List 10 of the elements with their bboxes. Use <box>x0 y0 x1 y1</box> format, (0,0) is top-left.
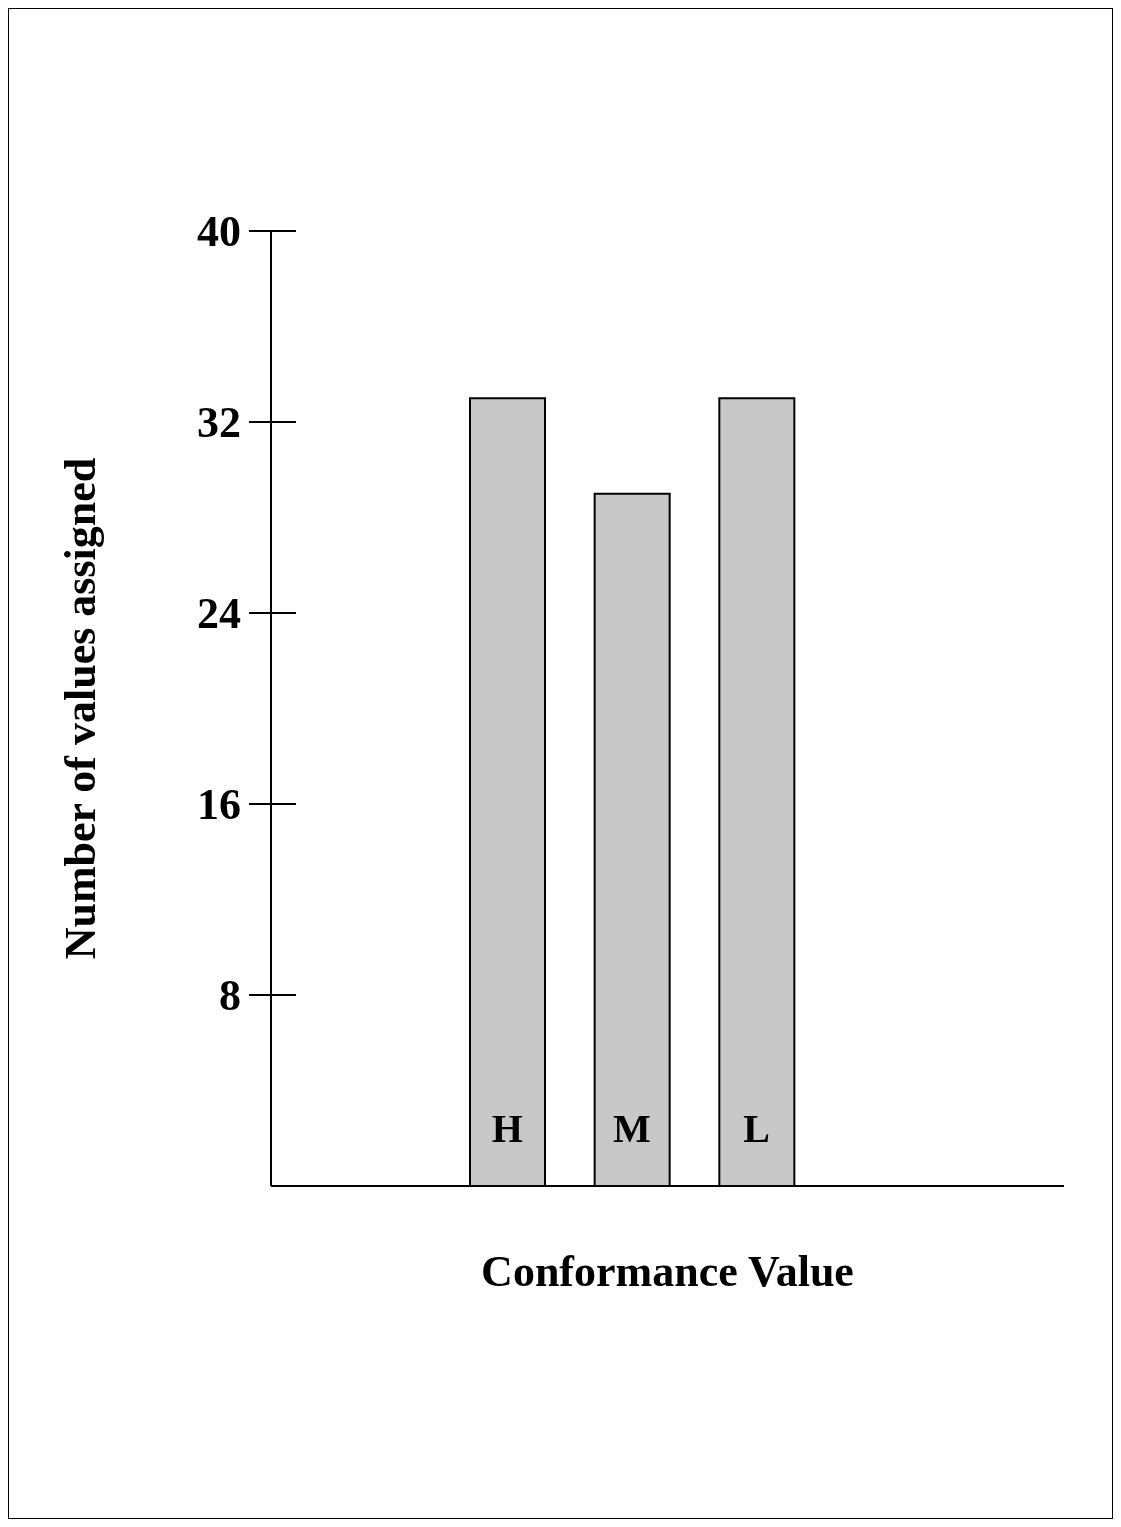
y-tick-label: 16 <box>197 779 241 829</box>
y-tick-label: 40 <box>197 206 241 256</box>
y-axis-title: Number of values assigned <box>55 457 105 960</box>
x-tick-label: H <box>491 1105 523 1151</box>
x-tick-label: M <box>613 1105 651 1151</box>
y-tick-label: 32 <box>197 397 241 447</box>
x-axis-title: Conformance Value <box>481 1247 854 1296</box>
y-tick-label: 24 <box>197 588 241 638</box>
y-tick-label: 8 <box>219 970 241 1020</box>
x-tick-label: L <box>743 1105 771 1151</box>
